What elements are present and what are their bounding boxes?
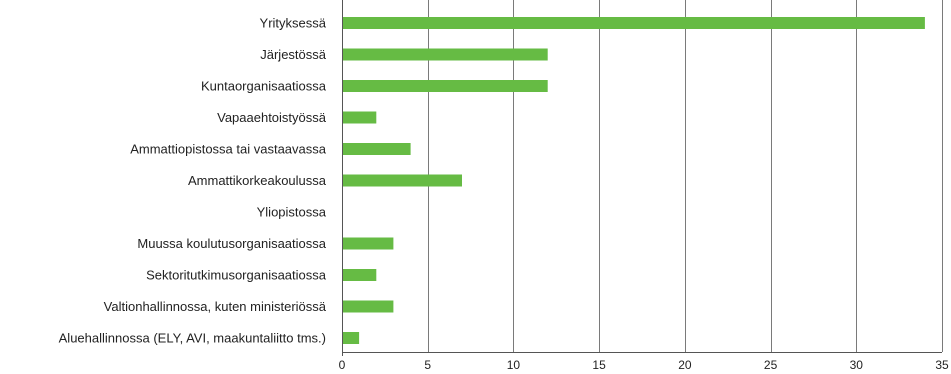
axis-layer — [342, 0, 942, 356]
category-label: Muussa koulutusorganisaatiossa — [137, 236, 326, 251]
bar-2 — [342, 80, 548, 92]
bars-layer — [342, 17, 925, 344]
category-label: Sektoritutkimusorganisaatiossa — [146, 268, 327, 283]
bar-8 — [342, 269, 377, 281]
category-label: Valtionhallinnossa, kuten ministeriössä — [104, 299, 327, 314]
x-tick-label: 30 — [850, 358, 864, 372]
x-tick-label: 20 — [678, 358, 692, 372]
x-tick-label: 5 — [424, 358, 431, 372]
x-tick-label: 0 — [339, 358, 346, 372]
bar-0 — [342, 17, 925, 29]
category-label: Ammattiopistossa tai vastaavassa — [130, 142, 327, 157]
bar-1 — [342, 48, 548, 61]
x-tick-label: 35 — [935, 358, 949, 372]
category-label: Aluehallinnossa (ELY, AVI, maakuntaliitt… — [59, 331, 326, 346]
category-label: Vapaaehtoistyössä — [217, 110, 327, 125]
x-tick-label: 10 — [507, 358, 521, 372]
bar-10 — [342, 332, 360, 344]
category-label: Järjestössä — [260, 47, 327, 62]
bar-9 — [342, 300, 394, 313]
category-labels: Yrityksessä Järjestössä Kuntaorganisaatios… — [59, 16, 327, 346]
x-tick-labels: 0 5 10 15 20 25 30 35 — [339, 358, 949, 372]
bar-4 — [342, 143, 411, 155]
bar-7 — [342, 237, 394, 250]
category-label: Yrityksessä — [260, 16, 327, 31]
category-label: Ammattikorkeakoulussa — [188, 173, 327, 188]
x-tick-label: 25 — [764, 358, 778, 372]
x-tick-label: 15 — [592, 358, 606, 372]
category-label: Yliopistossa — [257, 205, 327, 220]
bar-5 — [342, 174, 462, 187]
bar-3 — [342, 111, 377, 124]
category-label: Kuntaorganisaatiossa — [201, 79, 327, 94]
